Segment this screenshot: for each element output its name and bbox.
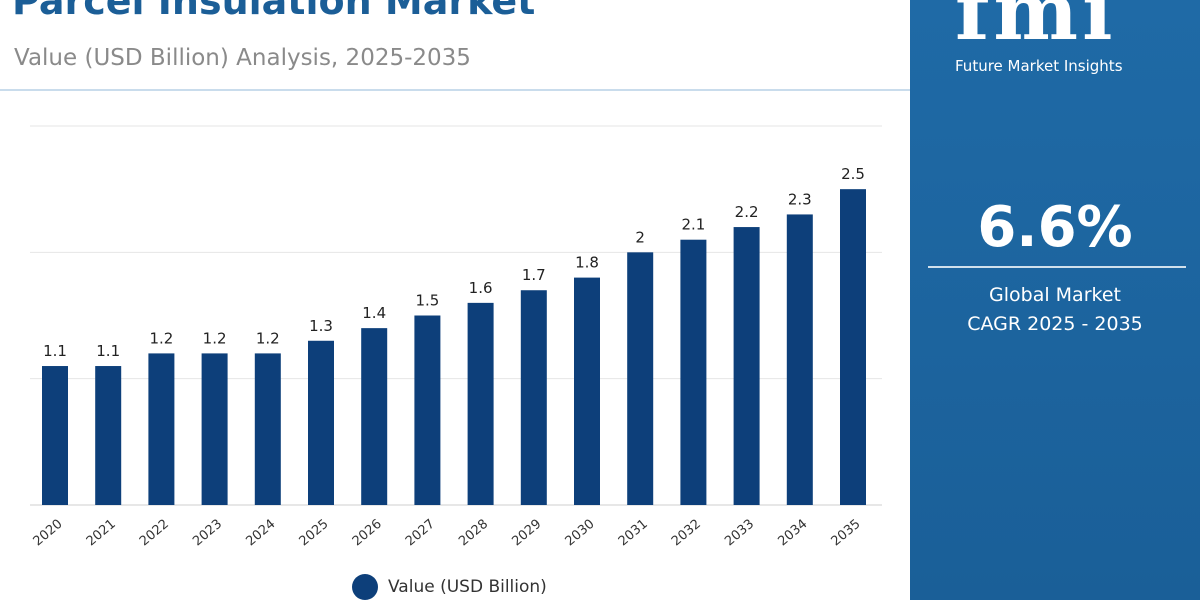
- x-tick-label: 2034: [775, 517, 810, 550]
- data-label: 1.8: [575, 254, 599, 272]
- x-tick-label: 2021: [84, 517, 119, 550]
- data-label: 1.3: [309, 317, 333, 335]
- bar: [786, 214, 813, 505]
- chart-subtitle: Value (USD Billion) Analysis, 2025-2035: [14, 45, 471, 71]
- x-tick-label: 2033: [722, 517, 757, 550]
- legend-label: Value (USD Billion): [388, 577, 547, 597]
- divider: [928, 266, 1186, 268]
- bar: [733, 227, 760, 506]
- bar: [627, 252, 654, 505]
- x-tick-label: 2030: [563, 517, 598, 550]
- bar-chart: 1.1 2020 1.1 2021 1.2 2022 1.2 2023 1.2 2024 1.3 20…: [30, 125, 882, 550]
- data-label: 1.4: [362, 304, 386, 322]
- data-label: 1.1: [96, 342, 120, 360]
- bar: [254, 353, 281, 505]
- divider: [0, 89, 910, 91]
- data-label: 1.6: [469, 279, 493, 297]
- x-tick-label: 2027: [403, 517, 438, 550]
- data-label: 1.5: [415, 292, 439, 310]
- data-label: 1.2: [203, 329, 227, 347]
- bar: [95, 366, 122, 505]
- bar: [574, 277, 600, 505]
- chart-title: Parcel Insulation Market: [12, 0, 536, 23]
- bar: [308, 340, 334, 505]
- bar: [414, 315, 441, 505]
- x-tick-label: 2020: [31, 517, 66, 550]
- x-tick-label: 2022: [137, 517, 172, 550]
- x-tick-label: 2026: [350, 517, 385, 550]
- data-label: 2.2: [735, 203, 759, 221]
- bar: [361, 328, 388, 505]
- x-tick-label: 2031: [616, 517, 651, 550]
- data-label: 2: [635, 228, 645, 246]
- bar: [680, 239, 707, 505]
- data-label: 2.1: [681, 216, 705, 234]
- data-label: 1.2: [149, 329, 173, 347]
- bar: [201, 353, 228, 505]
- data-label: 1.2: [256, 329, 280, 347]
- data-label: 2.3: [788, 190, 812, 208]
- data-label: 1.1: [43, 342, 67, 360]
- cagr-value: 6.6%: [977, 195, 1133, 260]
- bar: [840, 189, 866, 505]
- brand-name: Future Market Insights: [955, 57, 1123, 75]
- cagr-label: Global Market: [989, 284, 1121, 306]
- legend: Value (USD Billion): [352, 574, 547, 600]
- bar: [42, 366, 68, 505]
- cagr-label: CAGR 2025 - 2035: [967, 313, 1143, 335]
- x-tick-label: 2035: [829, 517, 864, 550]
- side-panel: [910, 0, 1200, 600]
- bar: [520, 290, 547, 505]
- x-tick-label: 2023: [190, 517, 225, 550]
- bar: [148, 353, 175, 505]
- x-tick-label: 2025: [297, 517, 332, 550]
- bar: [467, 302, 494, 505]
- x-tick-label: 2029: [509, 517, 544, 550]
- data-label: 2.5: [841, 165, 865, 183]
- legend-swatch: [352, 574, 378, 600]
- x-tick-label: 2032: [669, 517, 704, 550]
- x-tick-label: 2028: [456, 517, 491, 550]
- data-label: 1.7: [522, 266, 546, 284]
- x-tick-label: 2024: [243, 517, 278, 550]
- fmi-logo: fmi: [955, 0, 1117, 58]
